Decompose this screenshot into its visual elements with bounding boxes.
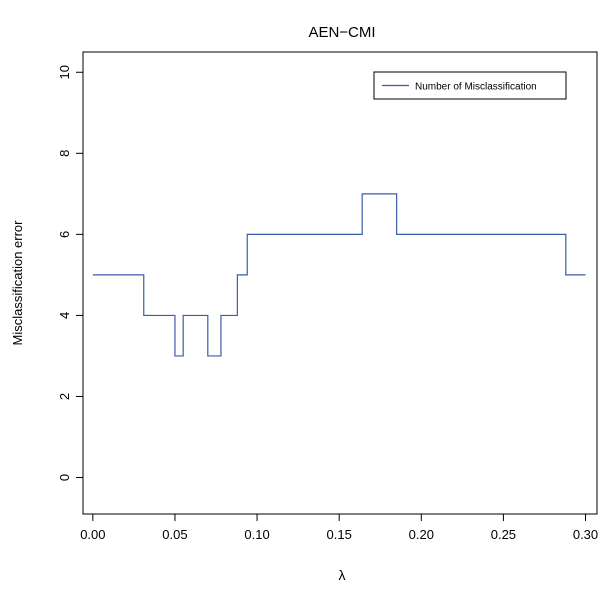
legend-label: Number of Misclassification — [415, 82, 537, 93]
series-layer — [92, 193, 586, 357]
x-tick-label: 0.10 — [244, 527, 269, 542]
y-tick-label: 4 — [57, 312, 72, 319]
x-tick-label: 0.00 — [80, 527, 105, 542]
x-tick-label: 0.15 — [327, 527, 352, 542]
y-axis: 0 2 4 6 8 10 — [57, 65, 83, 481]
plot-frame — [82, 51, 598, 515]
series-line — [92, 193, 586, 357]
legend: Number of Misclassification — [373, 71, 567, 100]
y-tick-label: 8 — [57, 150, 72, 157]
x-tick-label: 0.25 — [491, 527, 516, 542]
x-tick-label: 0.20 — [409, 527, 434, 542]
chart-title: AEN−CMI — [308, 24, 375, 41]
y-axis-label: Misclassification error — [10, 220, 25, 346]
y-tick-label: 10 — [57, 65, 72, 79]
y-tick-label: 2 — [57, 393, 72, 400]
x-tick-label: 0.05 — [162, 527, 187, 542]
x-axis: 0.00 0.05 0.10 0.15 0.20 0.25 0.30 — [80, 514, 598, 542]
y-tick-label: 0 — [57, 474, 72, 481]
x-axis-label: λ — [339, 567, 346, 583]
y-tick-label: 6 — [57, 231, 72, 238]
x-tick-label: 0.30 — [573, 527, 598, 542]
